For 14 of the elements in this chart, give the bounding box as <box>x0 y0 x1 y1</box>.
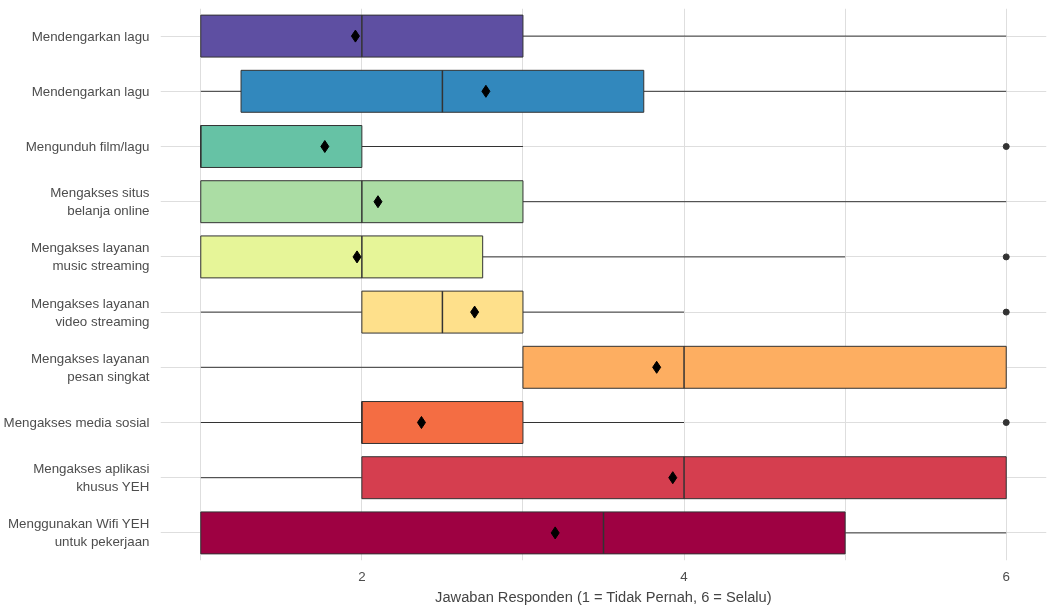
y-tick-label: Mengakses situs belanja online <box>50 185 150 219</box>
y-tick-label: Mengakses layanan video streaming <box>30 295 150 329</box>
y-tick-label: Mengakses media sosial <box>3 415 150 430</box>
y-tick-label: Mendengarkan lagu <box>31 83 150 99</box>
y-tick-label: Mendengarkan lagu <box>31 28 150 44</box>
y-tick-label: Mengakses layanan music streaming <box>30 240 150 274</box>
x-tick-label: 4 <box>680 568 689 584</box>
y-tick-label: Menggunakan Wifi YEH untuk pekerjaan <box>8 516 150 550</box>
x-tick-label: 6 <box>1002 568 1010 584</box>
x-axis-title: Jawaban Responden (1 = Tidak Pernah, 6 = Selalu) <box>435 588 772 605</box>
y-tick-label: Mengakses layanan pesan singkat <box>30 350 150 384</box>
y-tick-label: Mengakses aplikasi khusus YEH <box>33 461 150 495</box>
y-tick-label: Mengunduh film/lagu <box>25 139 150 154</box>
x-tick-label: 2 <box>358 568 366 584</box>
